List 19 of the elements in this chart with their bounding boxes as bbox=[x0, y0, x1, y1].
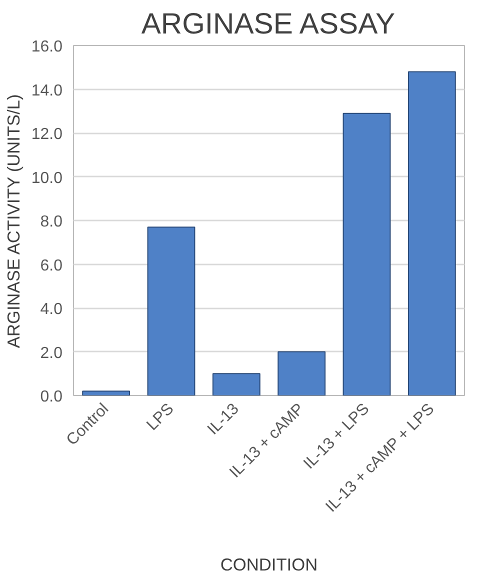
bar bbox=[342, 112, 391, 396]
bar bbox=[82, 390, 130, 396]
y-tick-label: 12.0 bbox=[31, 126, 63, 143]
y-tick-label: 8.0 bbox=[40, 214, 63, 230]
y-tick-label: 6.0 bbox=[40, 257, 63, 274]
bar bbox=[147, 226, 196, 396]
y-tick-label: 10.0 bbox=[31, 170, 63, 187]
y-tick-label: 0.0 bbox=[40, 388, 63, 406]
bar bbox=[408, 71, 456, 396]
chart-title: ARGINASE ASSAY bbox=[141, 8, 396, 40]
y-tick-label: 4.0 bbox=[40, 301, 63, 318]
y-tick-label: 16.0 bbox=[31, 38, 63, 56]
x-tick-label: LPS bbox=[144, 400, 178, 434]
x-axis-title: CONDITION bbox=[220, 554, 318, 575]
bar bbox=[278, 351, 326, 396]
y-tick-label: 14.0 bbox=[31, 82, 63, 100]
bar bbox=[212, 373, 260, 396]
y-axis-title: ARGINASE ACTIVITY (UNITS/L) bbox=[3, 94, 24, 348]
y-tick-label: 2.0 bbox=[40, 344, 63, 362]
